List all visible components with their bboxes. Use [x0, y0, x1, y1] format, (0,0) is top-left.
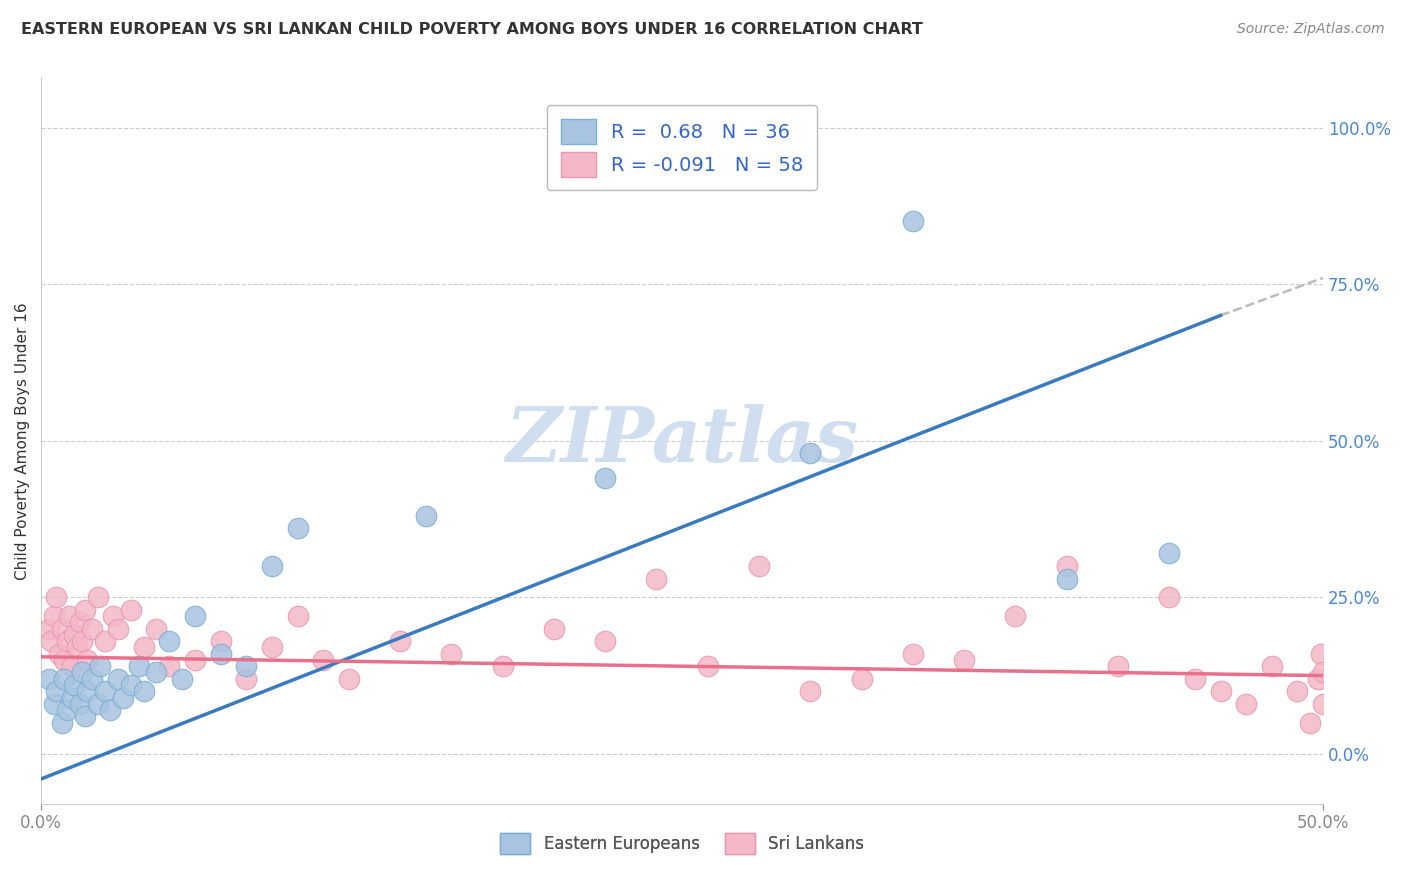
Point	[41, 634, 63, 648]
Point	[60, 690, 83, 705]
Point	[98, 703, 121, 717]
Point	[415, 508, 437, 523]
Point	[799, 446, 821, 460]
Point	[132, 640, 155, 655]
Point	[260, 640, 283, 655]
Point	[184, 653, 207, 667]
Point	[45, 591, 67, 605]
Point	[1056, 572, 1078, 586]
Text: ZIPatlas: ZIPatlas	[506, 404, 859, 478]
Point	[1234, 697, 1257, 711]
Point	[73, 709, 96, 723]
Text: EASTERN EUROPEAN VS SRI LANKAN CHILD POVERTY AMONG BOYS UNDER 16 CORRELATION CHA: EASTERN EUROPEAN VS SRI LANKAN CHILD POV…	[21, 22, 922, 37]
Point	[184, 609, 207, 624]
Point	[60, 659, 83, 673]
Point	[543, 622, 565, 636]
Point	[45, 684, 67, 698]
Point	[1309, 647, 1331, 661]
Point	[491, 659, 513, 673]
Point	[1261, 659, 1284, 673]
Point	[128, 659, 150, 673]
Point	[901, 214, 924, 228]
Point	[1159, 591, 1181, 605]
Point	[63, 628, 86, 642]
Point	[51, 715, 73, 730]
Point	[389, 634, 412, 648]
Point	[132, 684, 155, 698]
Point	[145, 665, 167, 680]
Point	[799, 684, 821, 698]
Point	[1286, 684, 1309, 698]
Point	[157, 634, 180, 648]
Point	[953, 653, 976, 667]
Point	[172, 672, 194, 686]
Point	[157, 659, 180, 673]
Point	[287, 609, 309, 624]
Point	[89, 659, 111, 673]
Point	[851, 672, 873, 686]
Point	[1312, 697, 1334, 711]
Point	[1299, 715, 1322, 730]
Point	[48, 647, 70, 661]
Point	[58, 609, 80, 624]
Point	[1004, 609, 1026, 624]
Point	[145, 622, 167, 636]
Point	[287, 521, 309, 535]
Point	[107, 672, 129, 686]
Point	[66, 640, 89, 655]
Point	[209, 647, 232, 661]
Point	[38, 622, 60, 636]
Point	[260, 559, 283, 574]
Point	[42, 697, 65, 711]
Point	[1056, 559, 1078, 574]
Point	[51, 622, 73, 636]
Point	[86, 697, 108, 711]
Point	[593, 471, 616, 485]
Point	[696, 659, 718, 673]
Legend: R =  0.68   N = 36, R = -0.091   N = 58: R = 0.68 N = 36, R = -0.091 N = 58	[547, 105, 817, 190]
Point	[593, 634, 616, 648]
Point	[70, 665, 93, 680]
Point	[55, 634, 77, 648]
Point	[1184, 672, 1206, 686]
Point	[112, 690, 135, 705]
Point	[120, 678, 142, 692]
Point	[94, 634, 117, 648]
Point	[901, 647, 924, 661]
Point	[440, 647, 463, 661]
Point	[42, 609, 65, 624]
Point	[120, 603, 142, 617]
Point	[70, 634, 93, 648]
Point	[1209, 684, 1232, 698]
Point	[337, 672, 360, 686]
Point	[235, 659, 257, 673]
Text: Source: ZipAtlas.com: Source: ZipAtlas.com	[1237, 22, 1385, 37]
Point	[645, 572, 668, 586]
Point	[38, 672, 60, 686]
Point	[748, 559, 770, 574]
Point	[1107, 659, 1129, 673]
Point	[53, 653, 76, 667]
Point	[82, 672, 104, 686]
Point	[86, 591, 108, 605]
Point	[107, 622, 129, 636]
Point	[1306, 672, 1329, 686]
Point	[235, 672, 257, 686]
Y-axis label: Child Poverty Among Boys Under 16: Child Poverty Among Boys Under 16	[15, 301, 30, 580]
Point	[55, 703, 77, 717]
Point	[53, 672, 76, 686]
Point	[209, 634, 232, 648]
Point	[73, 603, 96, 617]
Point	[63, 678, 86, 692]
Point	[1312, 665, 1334, 680]
Point	[82, 622, 104, 636]
Point	[94, 684, 117, 698]
Point	[69, 697, 91, 711]
Point	[76, 653, 98, 667]
Point	[312, 653, 335, 667]
Point	[1159, 546, 1181, 560]
Point	[69, 615, 91, 630]
Point	[101, 609, 124, 624]
Point	[76, 684, 98, 698]
